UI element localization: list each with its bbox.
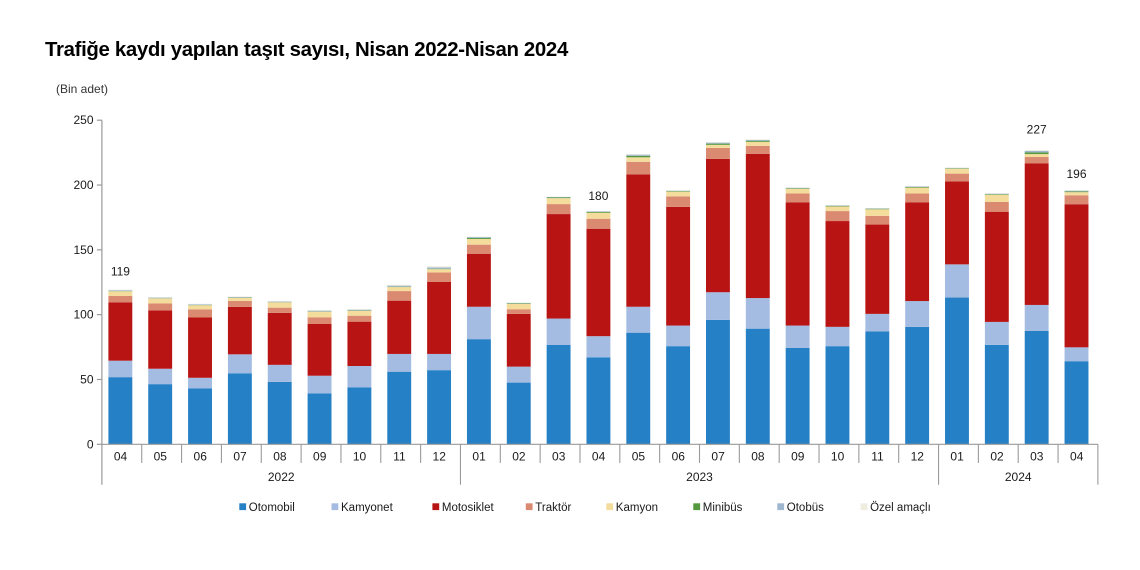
svg-text:04: 04 bbox=[114, 450, 128, 464]
svg-text:100: 100 bbox=[73, 308, 93, 322]
svg-text:Motosiklet: Motosiklet bbox=[442, 502, 495, 514]
svg-text:Otomobil: Otomobil bbox=[249, 502, 295, 514]
svg-text:09: 09 bbox=[313, 450, 327, 464]
svg-text:0: 0 bbox=[87, 437, 94, 451]
svg-text:05: 05 bbox=[632, 450, 646, 464]
svg-text:06: 06 bbox=[194, 450, 208, 464]
svg-text:Kamyon: Kamyon bbox=[616, 502, 658, 514]
svg-text:Minibüs: Minibüs bbox=[703, 502, 743, 514]
svg-text:2024: 2024 bbox=[1005, 470, 1032, 484]
svg-text:04: 04 bbox=[592, 450, 606, 464]
svg-text:05: 05 bbox=[154, 450, 168, 464]
svg-text:06: 06 bbox=[672, 450, 686, 464]
svg-text:02: 02 bbox=[512, 450, 526, 464]
svg-text:50: 50 bbox=[80, 373, 94, 387]
svg-text:12: 12 bbox=[433, 450, 447, 464]
svg-text:2022: 2022 bbox=[268, 470, 295, 484]
svg-text:04: 04 bbox=[1070, 450, 1084, 464]
svg-text:200: 200 bbox=[73, 178, 93, 192]
svg-text:12: 12 bbox=[911, 450, 925, 464]
svg-text:07: 07 bbox=[233, 450, 247, 464]
svg-text:11: 11 bbox=[393, 450, 406, 464]
svg-text:10: 10 bbox=[831, 450, 845, 464]
svg-text:2023: 2023 bbox=[686, 470, 713, 484]
svg-text:01: 01 bbox=[950, 450, 964, 464]
svg-text:Traktör: Traktör bbox=[535, 502, 571, 514]
svg-text:119: 119 bbox=[111, 265, 130, 279]
svg-text:250: 250 bbox=[73, 113, 93, 127]
svg-text:11: 11 bbox=[871, 450, 884, 464]
svg-text:227: 227 bbox=[1027, 122, 1047, 136]
svg-text:08: 08 bbox=[273, 450, 287, 464]
svg-text:Kamyonet: Kamyonet bbox=[341, 502, 394, 514]
svg-text:180: 180 bbox=[588, 189, 608, 203]
svg-text:08: 08 bbox=[751, 450, 765, 464]
svg-text:07: 07 bbox=[711, 450, 725, 464]
svg-text:Otobüs: Otobüs bbox=[787, 502, 824, 514]
svg-text:150: 150 bbox=[73, 243, 93, 257]
svg-text:Özel amaçlı: Özel amaçlı bbox=[870, 502, 931, 514]
svg-text:03: 03 bbox=[1030, 450, 1044, 464]
svg-text:03: 03 bbox=[552, 450, 566, 464]
svg-text:196: 196 bbox=[1066, 167, 1086, 181]
svg-text:02: 02 bbox=[990, 450, 1004, 464]
svg-text:10: 10 bbox=[353, 450, 367, 464]
svg-text:01: 01 bbox=[472, 450, 486, 464]
svg-text:09: 09 bbox=[791, 450, 805, 464]
